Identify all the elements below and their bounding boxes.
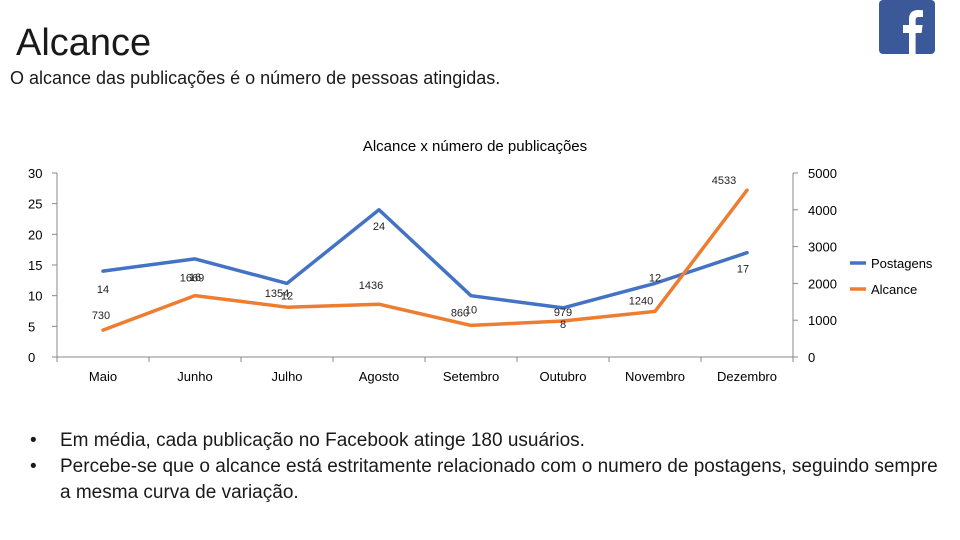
bullet-item: Percebe-se que o alcance está estritamen… <box>30 454 950 506</box>
y-left-tick-label: 25 <box>28 197 42 212</box>
y-right-tick-label: 4000 <box>808 203 837 218</box>
data-label-postagens: 14 <box>97 284 109 296</box>
y-left-tick-label: 10 <box>28 289 42 304</box>
y-right-tick-label: 3000 <box>808 240 837 255</box>
y-right-tick-label: 2000 <box>808 276 837 291</box>
data-label-alcance: 979 <box>554 307 572 319</box>
x-tick-label: Setembro <box>443 369 499 384</box>
data-label-alcance: 1354 <box>265 288 289 300</box>
x-tick-label: Julho <box>271 369 302 384</box>
bullet-list: Em média, cada publicação no Facebook at… <box>30 428 950 506</box>
x-tick-label: Dezembro <box>717 369 777 384</box>
x-tick-label: Outubro <box>540 369 587 384</box>
x-tick-label: Junho <box>177 369 212 384</box>
data-label-alcance: 1240 <box>629 295 653 307</box>
y-left-tick-label: 30 <box>28 166 42 181</box>
y-right-tick-label: 0 <box>808 350 815 365</box>
data-label-alcance: 1436 <box>359 280 383 292</box>
legend-label-postagens: Postagens <box>871 256 933 271</box>
slide-subtitle: O alcance das publicações é o número de … <box>10 68 501 88</box>
chart-container: Alcance x número de publicações 0 5 10 15 20 2… <box>0 130 960 390</box>
y-left-tick-label: 20 <box>28 227 42 242</box>
bullet-item: Em média, cada publicação no Facebook at… <box>30 428 950 454</box>
data-label-alcance: 860 <box>451 307 469 319</box>
data-label-postagens: 17 <box>737 264 749 276</box>
data-label-alcance: 730 <box>92 310 110 322</box>
x-tick-label: Agosto <box>359 369 399 384</box>
slide-title: Alcance <box>16 22 152 64</box>
chart-title: Alcance x número de publicações <box>363 138 587 155</box>
line-chart: Alcance x número de publicações 0 5 10 15 20 2… <box>28 138 933 384</box>
y-left-tick-label: 5 <box>28 319 35 334</box>
y-right-tick-label: 1000 <box>808 313 837 328</box>
y-left-tick-label: 15 <box>28 258 42 273</box>
data-label-alcance: 1669 <box>180 273 204 285</box>
legend-label-alcance: Alcance <box>871 282 917 297</box>
x-tick-label: Novembro <box>625 369 685 384</box>
data-label-postagens: 16 <box>189 272 201 284</box>
series-line-postagens <box>101 208 749 310</box>
series-line-alcance <box>101 188 749 332</box>
data-label-postagens: 24 <box>373 221 385 233</box>
data-label-postagens: 12 <box>281 290 293 302</box>
y-right-tick-label: 5000 <box>808 166 837 181</box>
data-label-alcance: 4533 <box>712 175 736 187</box>
data-label-postagens: 8 <box>560 319 566 331</box>
x-tick-label: Maio <box>89 369 117 384</box>
data-label-postagens: 12 <box>649 272 661 284</box>
data-label-postagens: 10 <box>465 305 477 317</box>
facebook-icon <box>879 0 935 54</box>
y-left-tick-label: 0 <box>28 350 35 365</box>
